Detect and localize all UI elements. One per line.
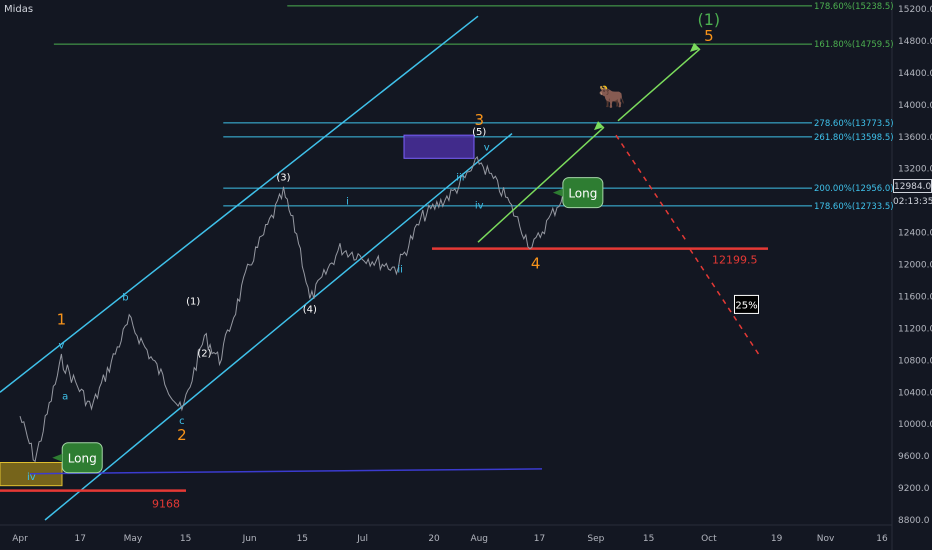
countdown-tag: 02:13:35 [893, 195, 932, 209]
wave-label: v [484, 142, 490, 153]
y-tick-label: 12000.0 [898, 261, 932, 271]
chart-title: Midas [4, 4, 34, 15]
projection-arrow-2 [617, 48, 701, 122]
y-tick-label: 13200.0 [898, 165, 932, 175]
x-tick-label: 17 [534, 534, 545, 544]
y-tick-label: 12400.0 [898, 229, 932, 239]
support-label-lower: 9168 [152, 498, 180, 511]
wave-label: 3 [474, 111, 484, 129]
fib-level-label: 200.00%(12956.0) [814, 184, 894, 194]
y-tick-label: 9200.0 [898, 484, 930, 494]
y-tick-label: 8800.0 [898, 516, 930, 526]
fib-level-label: 178.60%(15238.5) [814, 2, 894, 12]
wave-label: (2) [197, 348, 211, 359]
price-series-line [19, 156, 589, 463]
x-tick-label: 19 [771, 534, 783, 544]
wave-label: 2 [177, 426, 187, 444]
y-tick-label: 15200.0 [898, 5, 932, 15]
wave-label: (1) [698, 10, 721, 29]
fib-level-label: 178.60%(12733.5) [814, 202, 894, 212]
wave-label: (4) [303, 304, 317, 315]
wave-label: a [62, 391, 68, 402]
percent-badge-text: 25% [735, 300, 757, 311]
wave-label: (5) [472, 127, 486, 138]
wave-label: (1) [186, 296, 200, 307]
x-tick-label: Oct [701, 534, 717, 544]
x-tick-label: Sep [587, 534, 604, 544]
wave-label: 5 [704, 27, 714, 45]
y-tick-label: 10400.0 [898, 388, 932, 398]
percent-badge-box [733, 294, 759, 314]
wave-label: iv [475, 201, 484, 212]
wave-label: v [58, 340, 64, 351]
channel-lower-line [44, 132, 513, 521]
y-tick-label: 13600.0 [898, 133, 932, 143]
last-price-tag: 12984.0 [893, 179, 932, 193]
y-tick-label: 14800.0 [898, 37, 932, 47]
projection-arrow-1 [477, 126, 605, 243]
long-callout-text: Long [568, 187, 597, 201]
baseline-trend-line [29, 468, 543, 475]
x-tick-label: 20 [428, 534, 440, 544]
fib-level-label: 161.80%(14759.5) [814, 40, 894, 50]
projection-arrowhead-1 [594, 121, 604, 131]
y-tick-label: 10800.0 [898, 356, 932, 366]
wave-label: 1 [57, 310, 67, 328]
x-tick-label: Jul [356, 534, 368, 544]
y-tick-label: 11600.0 [898, 292, 932, 302]
projection-down-line-2 [689, 248, 761, 357]
projection-down-line-1 [615, 134, 687, 241]
x-tick-label: Jun [242, 534, 257, 544]
x-tick-label: Apr [12, 534, 28, 544]
x-tick-label: 16 [876, 534, 888, 544]
x-tick-label: 15 [180, 534, 191, 544]
support-label-upper: 12199.5 [712, 254, 758, 267]
wave-label: iv [27, 472, 36, 483]
x-tick-label: 15 [643, 534, 654, 544]
wave3-zone-box [403, 134, 475, 159]
y-tick-label: 14400.0 [898, 69, 932, 79]
x-tick-label: Nov [817, 534, 835, 544]
y-tick-label: 9600.0 [898, 452, 930, 462]
wave-label: iii [456, 173, 464, 184]
wave-label: c [179, 416, 185, 427]
x-tick-label: Aug [470, 534, 488, 544]
wave-label: (3) [276, 173, 290, 184]
bull-icon: 🐂 [598, 85, 625, 110]
y-tick-label: 11200.0 [898, 324, 932, 334]
wave-label: i [346, 197, 349, 208]
fib-level-label: 261.80%(13598.5) [814, 133, 894, 143]
projection-arrowhead-2 [690, 42, 700, 52]
channel-upper-line [0, 15, 479, 393]
long-callout-pointer [52, 453, 63, 462]
fib-level-label: 278.60%(13773.5) [814, 119, 894, 129]
y-tick-label: 14000.0 [898, 101, 932, 111]
long-callout-text: Long [68, 452, 97, 466]
y-tick-label: 10000.0 [898, 420, 932, 430]
wave-label: b [122, 292, 128, 303]
wave-label: ii [397, 264, 403, 275]
x-tick-label: 17 [75, 534, 86, 544]
x-tick-label: May [124, 534, 143, 544]
x-tick-label: 15 [297, 534, 308, 544]
long-callout-pointer [552, 188, 563, 197]
wave-label: 4 [531, 254, 541, 272]
